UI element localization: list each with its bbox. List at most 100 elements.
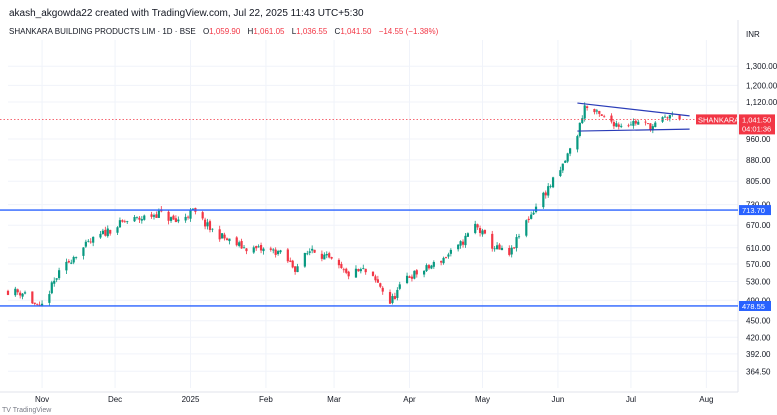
candle-body bbox=[19, 292, 22, 296]
candle bbox=[376, 275, 379, 283]
candle bbox=[133, 215, 136, 223]
candle bbox=[644, 119, 647, 126]
candle bbox=[586, 105, 589, 111]
candle-body bbox=[629, 124, 633, 126]
candle bbox=[391, 293, 394, 305]
candle-body bbox=[184, 216, 187, 221]
candle bbox=[646, 123, 650, 125]
candle bbox=[242, 245, 246, 249]
candle-body bbox=[627, 125, 630, 127]
candle bbox=[500, 245, 504, 251]
close-value: 1,041.50 bbox=[340, 27, 372, 36]
candle bbox=[362, 264, 365, 270]
candle bbox=[184, 213, 187, 223]
candle bbox=[240, 238, 243, 249]
candle bbox=[508, 245, 511, 257]
candle-body bbox=[549, 185, 552, 187]
candle-body bbox=[53, 280, 56, 284]
candle-body bbox=[33, 302, 36, 304]
candle bbox=[152, 213, 156, 220]
candle bbox=[600, 114, 603, 117]
candle-body bbox=[337, 259, 341, 266]
candle-body bbox=[457, 244, 460, 250]
candle-body bbox=[143, 215, 146, 220]
candle bbox=[549, 184, 552, 189]
candle bbox=[82, 247, 85, 260]
candle bbox=[551, 176, 555, 189]
candle bbox=[143, 214, 146, 221]
candle-body bbox=[379, 283, 382, 287]
candle bbox=[364, 268, 367, 275]
candle-body bbox=[646, 123, 650, 124]
candle bbox=[121, 219, 124, 223]
candle-body bbox=[595, 110, 598, 112]
candle bbox=[578, 122, 581, 138]
candle bbox=[6, 289, 10, 296]
candle bbox=[65, 258, 68, 275]
candle-body bbox=[272, 249, 275, 251]
y-tick-label: 530.00 bbox=[746, 277, 771, 286]
candle-body bbox=[242, 247, 246, 249]
candle bbox=[245, 248, 248, 255]
candle-body bbox=[121, 220, 124, 222]
candle bbox=[259, 242, 263, 254]
candle bbox=[483, 229, 487, 235]
horizontal-level-tag bbox=[739, 205, 771, 216]
x-tick-label: Mar bbox=[327, 395, 341, 404]
candle bbox=[311, 245, 314, 254]
trendline bbox=[577, 128, 690, 132]
candle bbox=[449, 248, 452, 257]
candle bbox=[415, 269, 418, 278]
candle-body bbox=[410, 276, 414, 279]
candle-body bbox=[177, 219, 180, 222]
symbol-tag-label: SHANKARA bbox=[698, 115, 739, 124]
candle-body bbox=[92, 236, 95, 243]
candle bbox=[371, 271, 375, 277]
candle bbox=[410, 274, 414, 282]
candle-body bbox=[277, 251, 280, 255]
candle bbox=[48, 290, 51, 306]
candle-body bbox=[118, 220, 122, 228]
candle bbox=[510, 245, 513, 258]
candle bbox=[632, 118, 635, 129]
candle bbox=[252, 245, 255, 254]
candle bbox=[466, 232, 469, 238]
candle bbox=[279, 249, 282, 254]
y-tick-label: 364.50 bbox=[746, 367, 771, 376]
candle-body bbox=[169, 217, 173, 221]
candle-body bbox=[415, 270, 418, 275]
candle bbox=[595, 108, 598, 115]
y-tick-label: 420.00 bbox=[746, 333, 771, 342]
y-tick-label: 490.00 bbox=[746, 296, 771, 305]
candle bbox=[617, 122, 620, 130]
candle bbox=[493, 245, 496, 252]
candle bbox=[186, 215, 190, 220]
symbol-ohlc-legend: SHANKARA BUILDING PRODUCTS LIM · 1D · BS… bbox=[9, 27, 438, 36]
candle bbox=[87, 239, 90, 243]
candle bbox=[274, 247, 277, 258]
candle-body bbox=[311, 248, 314, 251]
candle-body bbox=[517, 236, 521, 238]
candle-body bbox=[36, 303, 39, 305]
candle-body bbox=[174, 218, 177, 222]
candle bbox=[84, 239, 87, 248]
candle-body bbox=[155, 214, 158, 218]
y-tick-label: 570.00 bbox=[746, 260, 771, 269]
candle-body bbox=[391, 296, 394, 303]
tradingview-footer: TV TradingView bbox=[2, 407, 52, 414]
candle bbox=[649, 123, 652, 132]
candle-body bbox=[427, 265, 431, 269]
candle bbox=[359, 267, 362, 274]
candle bbox=[381, 286, 384, 295]
candle-body bbox=[21, 293, 24, 297]
candle-body bbox=[274, 249, 277, 255]
candle bbox=[530, 211, 533, 220]
candle bbox=[55, 278, 58, 283]
candle bbox=[92, 236, 95, 247]
candle-body bbox=[576, 136, 579, 150]
candle-body bbox=[225, 238, 229, 240]
candle-body bbox=[342, 269, 345, 271]
candle-body bbox=[347, 271, 350, 277]
candle bbox=[118, 217, 122, 228]
